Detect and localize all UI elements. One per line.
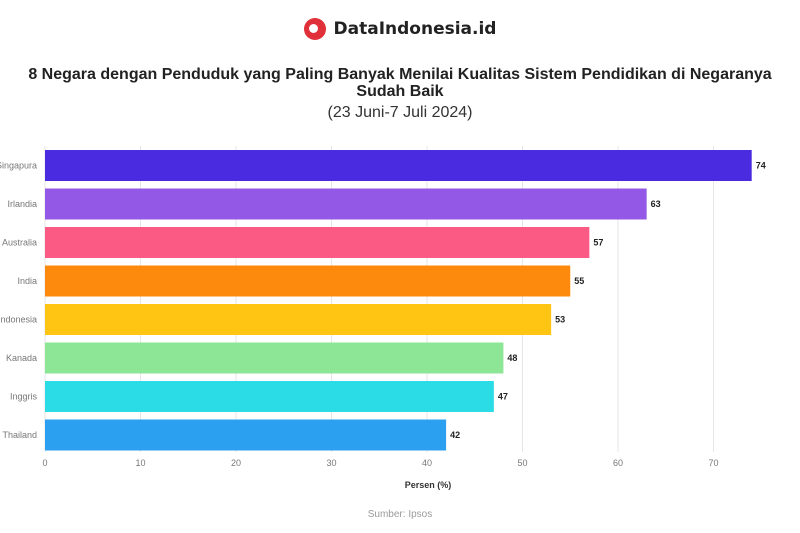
- bar: [45, 265, 571, 297]
- data-label: 53: [555, 315, 565, 325]
- chart-title: 8 Negara dengan Penduduk yang Paling Ban…: [28, 66, 772, 100]
- data-label: 57: [593, 238, 603, 248]
- x-tick-label: 0: [42, 458, 47, 468]
- category-label: Indonesia: [0, 315, 37, 325]
- bars: [45, 150, 752, 451]
- chart-subtitle: (23 Juni-7 Juli 2024): [327, 104, 473, 121]
- bar: [45, 381, 494, 412]
- x-tick-label: 10: [135, 458, 145, 468]
- bar: [45, 304, 552, 335]
- x-tick-label: 50: [517, 458, 527, 468]
- brand-name: DataIndonesia.id: [333, 19, 497, 39]
- data-label: 42: [450, 430, 460, 440]
- x-tick-label: 70: [708, 458, 718, 468]
- brand-header: DataIndonesia.id: [0, 18, 800, 40]
- category-label: Australia: [2, 238, 37, 248]
- x-tick-label: 60: [613, 458, 623, 468]
- category-label: Kanada: [6, 353, 37, 363]
- magnifier-logo-icon: [303, 18, 326, 40]
- x-tick-label: 40: [422, 458, 432, 468]
- category-label: Thailand: [2, 430, 37, 440]
- x-axis-title: Persen (%): [405, 480, 452, 490]
- data-label: 63: [651, 199, 661, 209]
- category-label: Singapura: [0, 161, 37, 171]
- category-label: Irlandia: [7, 199, 37, 209]
- data-label: 47: [498, 392, 508, 402]
- data-label: 48: [507, 353, 517, 363]
- source-note: Sumber: Ipsos: [367, 509, 433, 520]
- bar: [45, 188, 647, 220]
- bar: [45, 150, 752, 181]
- bar-chart: 0 10 20 30 40 50 60 70 74 Singapura 63 Irlandia 57 Au…: [0, 146, 766, 490]
- bar: [45, 419, 447, 451]
- bar: [45, 342, 504, 374]
- labels: 0 10 20 30 40 50 60 70 74 Singapura 63 Irlandia 57 Au…: [0, 161, 766, 469]
- x-tick-label: 20: [231, 458, 241, 468]
- bar: [45, 227, 590, 258]
- data-label: 55: [574, 276, 584, 286]
- category-label: India: [17, 276, 37, 286]
- data-label: 74: [756, 161, 766, 171]
- x-tick-label: 30: [326, 458, 336, 468]
- category-label: Inggris: [10, 392, 38, 402]
